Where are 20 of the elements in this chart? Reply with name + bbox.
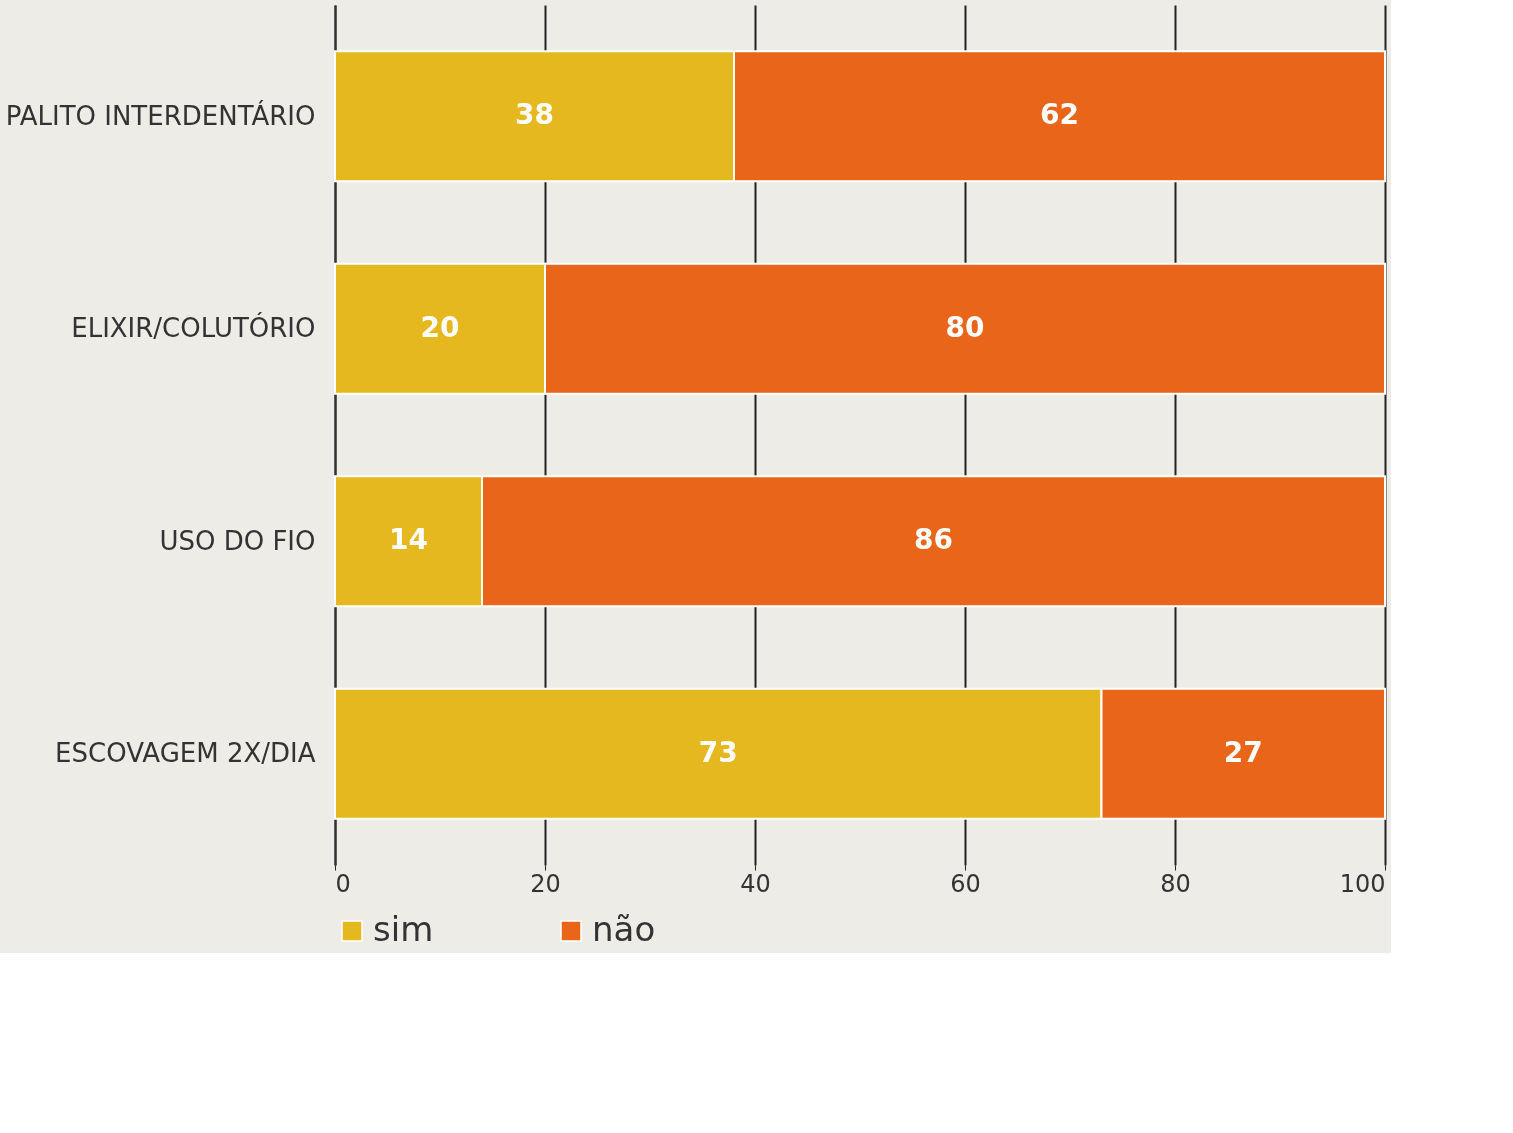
x-tick-label: 80 <box>1160 869 1191 898</box>
y-tick-label: ELIXIR/COLUTÓRIO <box>71 312 316 344</box>
legend-label: não <box>592 909 656 949</box>
data-label: 62 <box>1040 98 1079 132</box>
data-label: 38 <box>515 98 554 132</box>
y-tick-label: USO DO FIO <box>159 525 316 556</box>
data-label: 86 <box>914 523 953 557</box>
x-tick-label: 40 <box>740 869 771 898</box>
data-label: 14 <box>389 523 428 557</box>
y-tick-label: PALITO INTERDENTÁRIO <box>5 99 316 131</box>
x-tick-label: 0 <box>335 869 351 898</box>
data-label: 20 <box>420 310 460 344</box>
data-label: 80 <box>945 310 985 344</box>
x-tick-label: 20 <box>530 869 561 898</box>
y-tick-label: ESCOVAGEM 2X/DIA <box>55 738 316 769</box>
legend-label: sim <box>373 909 434 949</box>
x-tick-label: 60 <box>950 869 981 898</box>
data-label: 73 <box>698 735 738 769</box>
data-label: 27 <box>1223 735 1263 769</box>
x-tick-label: 100 <box>1339 869 1386 898</box>
